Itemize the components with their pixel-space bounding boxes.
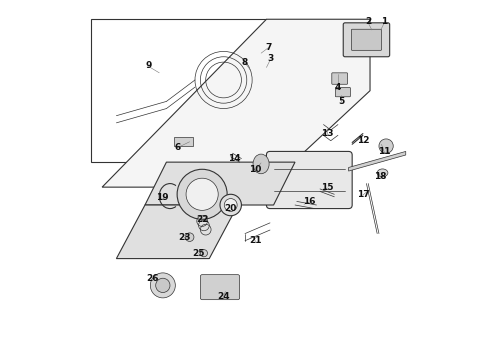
Text: 6: 6 [174,143,180,152]
Circle shape [186,178,218,210]
Circle shape [200,249,207,257]
Text: 11: 11 [378,147,391,156]
Text: 25: 25 [192,249,205,258]
Text: 2: 2 [365,17,371,26]
Text: 15: 15 [321,183,333,192]
Text: 9: 9 [146,61,152,70]
Text: 13: 13 [321,129,333,138]
Circle shape [224,199,237,211]
Text: 23: 23 [178,233,191,242]
Text: 26: 26 [146,274,158,283]
Circle shape [156,278,170,293]
Text: 12: 12 [357,136,369,145]
Polygon shape [102,19,370,187]
Text: 24: 24 [217,292,230,301]
FancyBboxPatch shape [200,275,240,300]
Ellipse shape [377,169,388,177]
Polygon shape [117,205,238,258]
Text: 21: 21 [249,236,262,245]
Text: 8: 8 [242,58,248,67]
Text: 7: 7 [265,43,271,52]
FancyBboxPatch shape [335,87,350,97]
Text: 10: 10 [249,165,262,174]
Circle shape [220,194,242,216]
FancyBboxPatch shape [343,23,390,57]
Text: 5: 5 [338,97,344,106]
FancyBboxPatch shape [351,29,381,50]
Circle shape [185,233,194,242]
Polygon shape [145,162,295,205]
Text: 14: 14 [228,154,241,163]
Text: 18: 18 [374,172,387,181]
Circle shape [150,273,175,298]
Ellipse shape [253,154,269,174]
Text: 1: 1 [381,17,388,26]
Text: 17: 17 [357,190,369,199]
Text: 4: 4 [335,83,341,92]
Text: 19: 19 [156,193,169,202]
FancyBboxPatch shape [267,152,352,208]
Text: 22: 22 [196,215,208,224]
FancyBboxPatch shape [332,73,347,84]
Circle shape [379,139,393,153]
Circle shape [177,169,227,219]
Polygon shape [348,152,406,171]
Text: 3: 3 [267,54,273,63]
Bar [173,137,193,146]
Text: 20: 20 [224,204,237,213]
Text: 16: 16 [303,197,316,206]
